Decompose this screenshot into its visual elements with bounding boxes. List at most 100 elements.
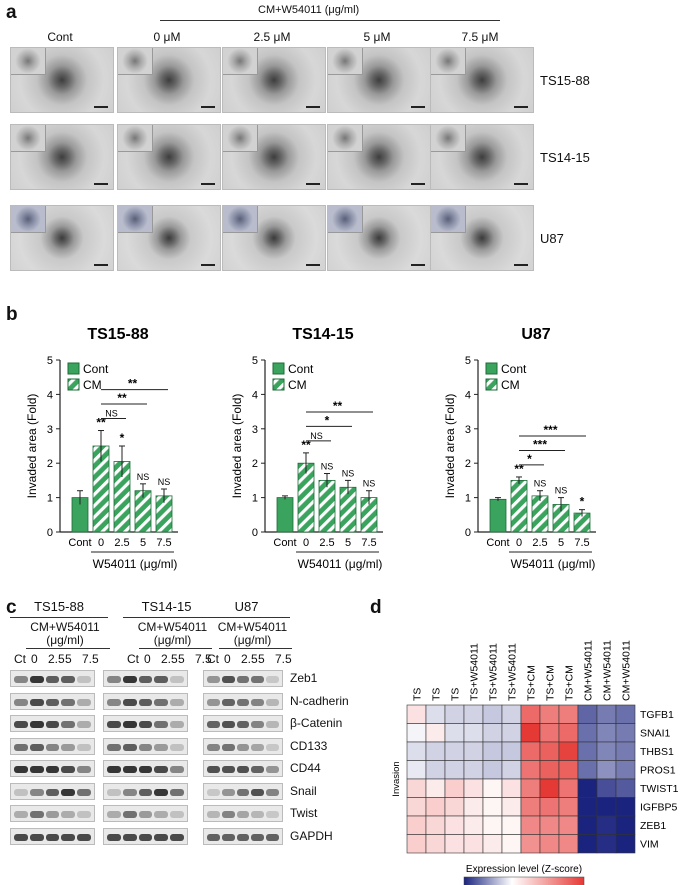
blot-band <box>236 811 250 818</box>
blot-band <box>107 743 121 751</box>
micrograph-inset <box>11 48 46 75</box>
blot-band <box>266 721 279 728</box>
blot-band <box>29 766 44 773</box>
heatmap-cell <box>425 815 446 835</box>
heatmap-row-label: PROS1 <box>640 765 676 777</box>
chart-title: TS15-88 <box>87 326 148 343</box>
legend-label-cont: Cont <box>501 362 527 376</box>
lane-label: 2.5 <box>161 652 178 666</box>
blot-band <box>154 698 169 706</box>
blot-band <box>266 788 279 796</box>
blot-band <box>61 788 76 796</box>
blot-band <box>45 721 60 728</box>
heatmap-cell <box>520 815 541 835</box>
heatmap-cell <box>615 760 636 780</box>
blot-unit: (μg/ml) <box>46 633 84 647</box>
heatmap-cell <box>615 704 636 724</box>
micrograph-inset <box>328 206 363 233</box>
blot-band <box>77 721 91 728</box>
x-tick-label: Cont <box>486 537 509 549</box>
heatmap-row-label: TGFB1 <box>640 709 674 721</box>
micrograph-ts14-15-4 <box>430 124 534 190</box>
blot-treatment: CM+W54011 <box>30 620 100 634</box>
scale-bar <box>306 106 320 108</box>
y-tick-label: 1 <box>252 493 258 505</box>
micrograph-inset <box>431 206 466 233</box>
blot-strip-snail <box>203 782 283 800</box>
scale-bar <box>201 183 215 185</box>
significance-label: NS <box>363 479 376 489</box>
blot-band <box>207 721 220 728</box>
panel-c-letter: c <box>6 597 17 618</box>
heatmap-row-label: THBS1 <box>640 746 674 758</box>
bar-0 <box>297 462 315 533</box>
scale-bar <box>411 106 425 108</box>
x-tick-label: 7.5 <box>156 537 171 549</box>
blot-band <box>207 833 220 841</box>
blot-band <box>29 788 44 796</box>
y-tick-label: 2 <box>47 458 53 470</box>
heatmap-col-label: TS <box>431 688 443 701</box>
blot-band <box>221 721 235 728</box>
blot-band <box>77 676 91 683</box>
blot-band <box>122 788 137 796</box>
significance-label: ** <box>514 462 524 476</box>
heatmap-col-label: TS+CM <box>526 665 538 701</box>
blot-treatment-line <box>26 648 110 649</box>
protein-label-1: N-cadherin <box>290 693 349 708</box>
blot-band <box>266 676 279 683</box>
bracket-label: ** <box>117 391 127 405</box>
blot-band <box>221 676 235 683</box>
blot-strip-gapdh <box>203 827 283 845</box>
blot-band <box>61 743 76 751</box>
blot-strip-n-cadherin <box>10 692 95 710</box>
lane-label: Ct <box>207 652 219 666</box>
lane-label: 2.5 <box>241 652 258 666</box>
blot-band <box>170 766 184 773</box>
lane-label: 5 <box>178 652 185 666</box>
blot-band <box>122 743 137 751</box>
heatmap-cell <box>596 723 617 743</box>
heatmap-cell <box>425 778 446 798</box>
blot-band <box>45 833 60 841</box>
heatmap-cell <box>615 797 636 817</box>
y-tick-label: 2 <box>252 458 258 470</box>
blot-band <box>77 833 91 841</box>
blot-band <box>77 743 91 751</box>
blot-band <box>138 698 153 706</box>
blot-band <box>170 743 184 751</box>
blot-band <box>251 788 265 796</box>
treatment-header: CM+W54011 (μg/ml) <box>258 4 360 16</box>
blot-band <box>138 788 153 796</box>
bar-2.5 <box>531 495 549 533</box>
heatmap-cell <box>615 815 636 835</box>
blot-band <box>77 698 91 706</box>
heatmap-col-label: TS+W54011 <box>469 643 481 701</box>
blot-band <box>29 743 44 751</box>
legend-swatch-cont <box>485 362 498 375</box>
significance-label: * <box>120 431 125 445</box>
heatmap-cell <box>482 834 503 854</box>
micrograph-ts15-88-0 <box>10 47 114 113</box>
significance-label: NS <box>534 479 547 489</box>
micrograph-u87-0 <box>10 205 114 271</box>
row-label-ts15-88: TS15-88 <box>540 73 590 88</box>
heatmap-row-label: TWIST1 <box>640 783 679 795</box>
y-tick-label: 3 <box>47 424 53 436</box>
bar-2.5 <box>318 479 336 533</box>
micrograph-inset <box>11 125 46 152</box>
micrograph-inset <box>223 206 258 233</box>
micrograph-inset <box>328 48 363 75</box>
heatmap-cell <box>444 723 465 743</box>
colorbar-label: Expression level (Z-score) <box>466 864 582 875</box>
y-tick-label: 5 <box>252 355 258 367</box>
micrograph-ts15-88-1 <box>117 47 221 113</box>
y-axis-label: Invaded area (Fold) <box>443 394 457 499</box>
bar-Cont <box>276 497 294 533</box>
x-axis-label: W54011 (μg/ml) <box>511 557 596 571</box>
heatmap-cell <box>577 723 598 743</box>
heatmap-cell <box>406 815 427 835</box>
micrograph-inset <box>118 206 153 233</box>
x-tick-label: 5 <box>140 537 146 549</box>
blot-band <box>236 721 250 728</box>
